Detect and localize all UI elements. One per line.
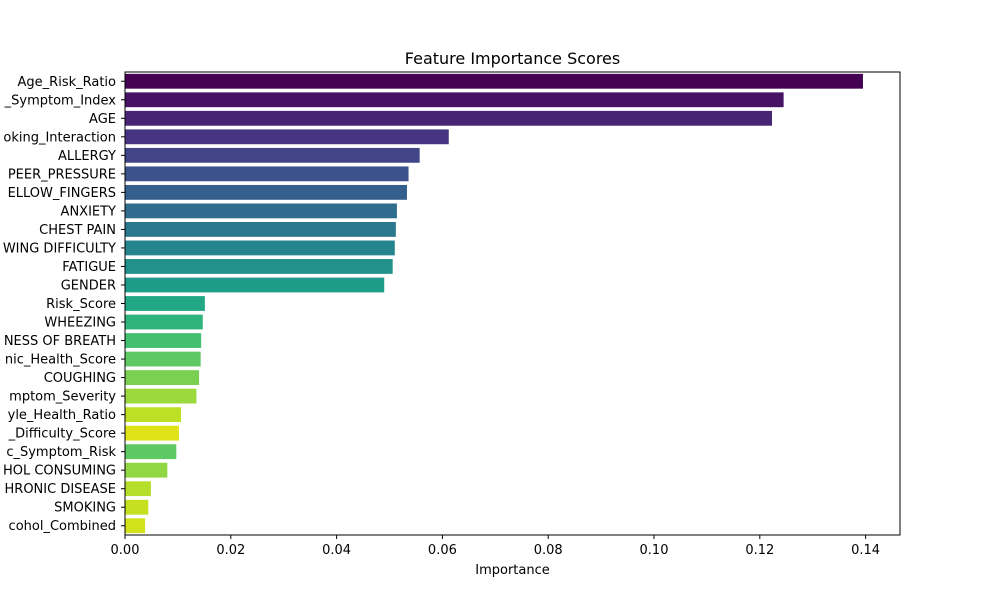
bar xyxy=(125,407,182,423)
y-tick-label: ELLOW_FINGERS xyxy=(8,186,116,201)
y-tick-label: NESS OF BREATH xyxy=(4,334,116,349)
y-tick-label: nic_Health_Score xyxy=(5,353,116,368)
y-tick-label: c_Symptom_Risk xyxy=(6,445,116,460)
y-tick-label: cohol_Combined xyxy=(9,519,116,534)
y-tick-label: yle_Health_Ratio xyxy=(8,408,116,423)
bar xyxy=(125,92,784,108)
bar xyxy=(125,481,151,497)
y-tick-label: mptom_Severity xyxy=(9,390,116,405)
y-tick-label: COUGHING xyxy=(44,371,116,386)
y-tick-labels: Age_Risk_Ratio _Symptom_Index AGE oking_Int… xyxy=(3,75,125,534)
y-tick-label: oking_Interaction xyxy=(3,130,116,145)
bar xyxy=(125,73,863,89)
x-tick-label: 0.14 xyxy=(851,543,880,558)
x-axis-label: Importance xyxy=(475,563,550,578)
bar xyxy=(125,333,202,348)
y-tick-label: ALLERGY xyxy=(58,149,116,164)
plot-frame xyxy=(124,71,901,536)
bar xyxy=(125,296,205,311)
bar xyxy=(125,388,197,404)
bar xyxy=(125,147,420,163)
bar xyxy=(125,351,201,367)
x-tick-label: 0.06 xyxy=(428,543,457,558)
bar xyxy=(125,240,395,256)
x-tick-label: 0.04 xyxy=(322,543,351,558)
y-tick-label: Age_Risk_Ratio xyxy=(18,75,117,90)
x-tick-label: 0.10 xyxy=(640,543,669,558)
bar xyxy=(125,499,149,515)
bar xyxy=(125,129,449,145)
y-tick-label: GENDER xyxy=(61,278,116,293)
bar xyxy=(125,203,397,219)
y-tick-label: HOL CONSUMING xyxy=(3,464,116,479)
bar xyxy=(125,259,393,274)
y-tick-label: SMOKING xyxy=(54,501,116,516)
y-tick-label: _Difficulty_Score xyxy=(8,427,116,442)
y-tick-label: Risk_Score xyxy=(46,297,116,312)
y-tick-label: PEER_PRESSURE xyxy=(8,167,116,182)
y-tick-label: _Symptom_Index xyxy=(4,93,117,108)
chart-title: Feature Importance Scores xyxy=(405,49,620,68)
y-tick-label: ANXIETY xyxy=(61,204,117,219)
bar xyxy=(125,425,179,441)
bar xyxy=(125,184,407,200)
bar xyxy=(125,314,203,330)
bar xyxy=(125,222,396,237)
x-tick-label: 0.12 xyxy=(745,543,774,558)
x-ticks: 0.00 0.02 0.04 0.06 0.08 0.10 0.12 0.14 xyxy=(111,535,880,558)
y-tick-label: FATIGUE xyxy=(62,260,116,275)
y-tick-label: WING DIFFICULTY xyxy=(3,241,116,256)
x-tick-label: 0.08 xyxy=(534,543,563,558)
bar xyxy=(125,518,146,534)
y-tick-label: CHEST PAIN xyxy=(39,223,116,238)
x-tick-label: 0.02 xyxy=(216,543,245,558)
bar xyxy=(125,110,772,126)
bar xyxy=(125,370,200,385)
x-tick-label: 0.00 xyxy=(111,543,140,558)
y-tick-label: HRONIC DISEASE xyxy=(5,482,116,497)
y-tick-label: WHEEZING xyxy=(44,316,116,331)
bars-group xyxy=(125,73,863,534)
bar xyxy=(125,462,168,478)
bar xyxy=(125,444,177,460)
bar xyxy=(125,166,409,182)
y-tick-label: AGE xyxy=(89,112,116,127)
bar xyxy=(125,277,385,293)
